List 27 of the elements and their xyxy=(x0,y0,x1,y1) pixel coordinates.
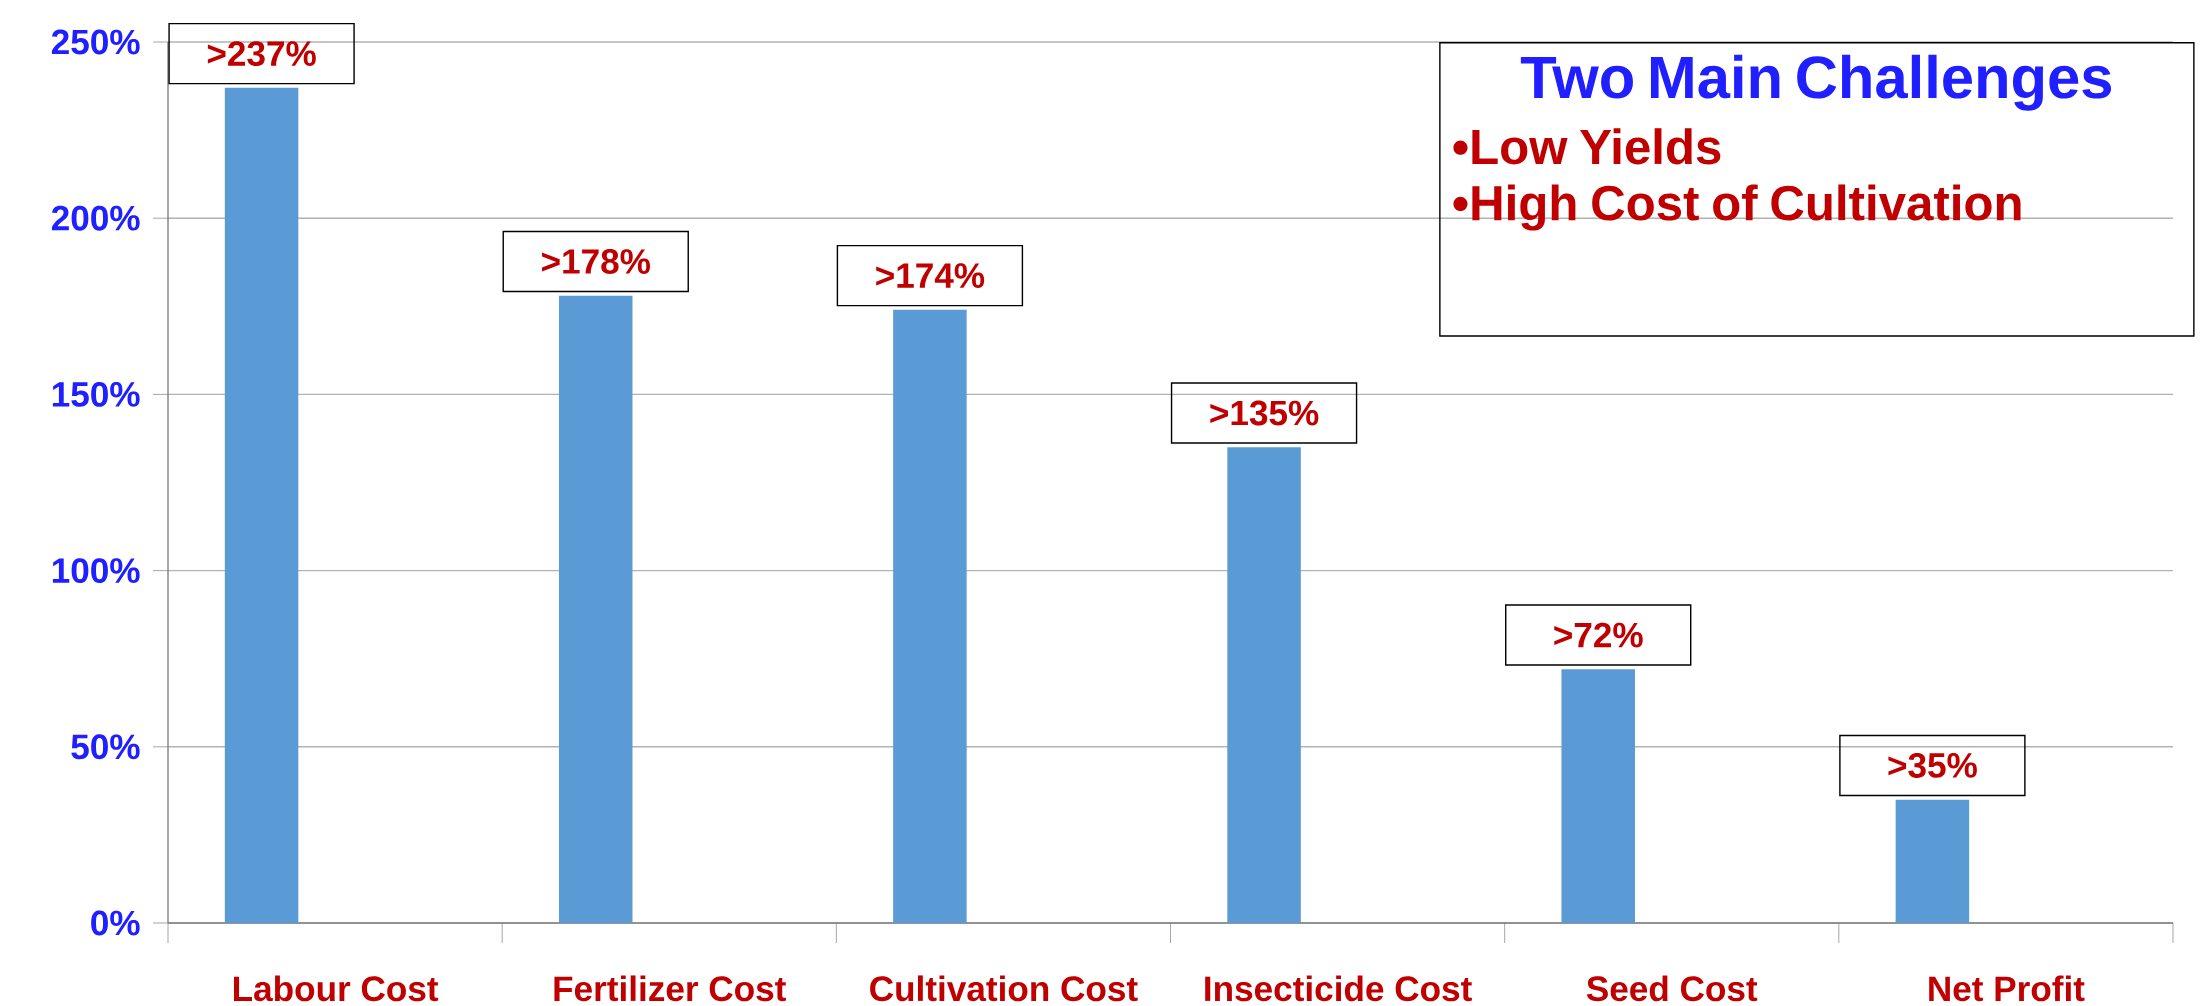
x-tick-label: Seed Cost xyxy=(1586,975,1758,1002)
annotation: •High Cost of Cultivation xyxy=(1453,184,2021,231)
y-tick-label: 50% xyxy=(71,734,140,760)
bar xyxy=(558,295,633,923)
y-tick-label: 200% xyxy=(51,205,140,231)
y-tick-label: 250% xyxy=(51,29,140,55)
x-tick-label: Insecticide Cost xyxy=(1205,975,1472,1002)
bar xyxy=(1561,669,1635,923)
annotation: •Low Yields xyxy=(1453,128,1721,165)
y-tick-label: 100% xyxy=(52,558,140,584)
x-tick-label: Labour Cost xyxy=(233,975,439,1002)
data-label: >174% xyxy=(876,263,985,288)
data-label: >35% xyxy=(1888,752,1977,778)
bar xyxy=(224,87,299,923)
annotation: Two Main Challenges xyxy=(1520,54,2112,111)
bar xyxy=(1227,447,1301,923)
bar xyxy=(893,309,967,923)
y-tick-label: 0% xyxy=(91,910,140,936)
x-tick-label: Fertilizer Cost xyxy=(554,975,786,1002)
data-label: >135% xyxy=(1210,400,1319,426)
y-tick-label: 150% xyxy=(52,381,140,407)
data-label: >237% xyxy=(207,41,316,67)
data-label: >72% xyxy=(1554,622,1643,648)
bar xyxy=(1895,799,1970,923)
x-tick-label: Cultivation Cost xyxy=(870,975,1138,1002)
x-tick-label: Net Profit xyxy=(1929,975,2085,1002)
data-label: >178% xyxy=(542,249,650,274)
